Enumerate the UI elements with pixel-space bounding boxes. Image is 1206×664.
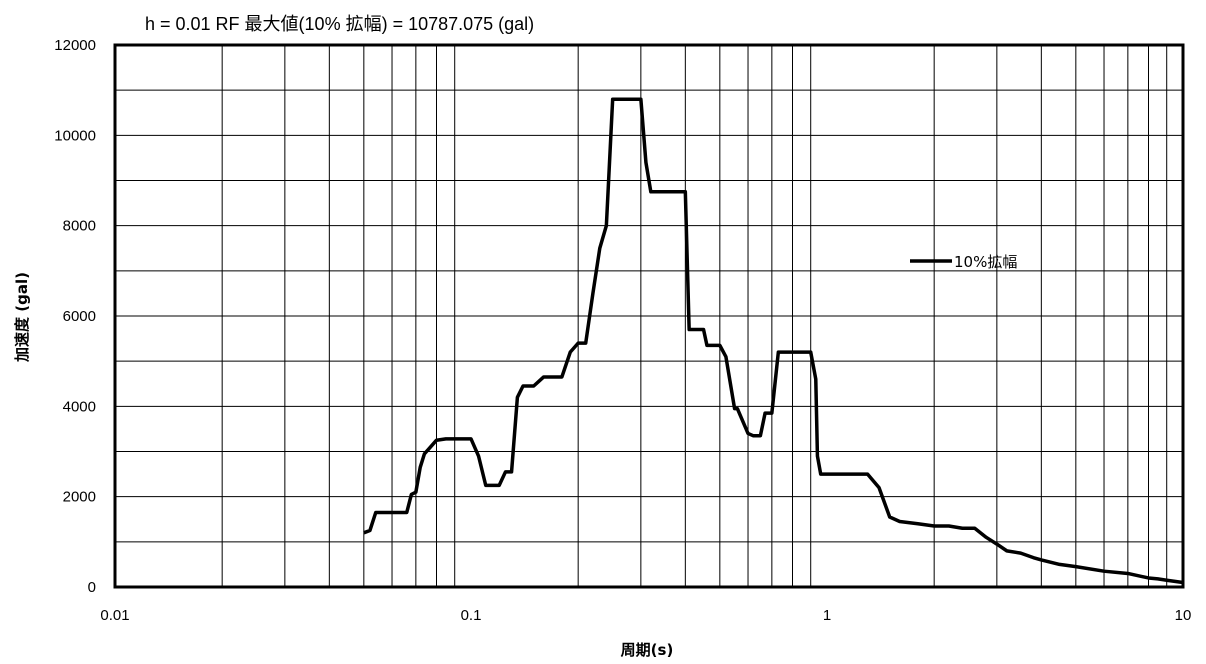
x-tick-label: 10 [1175, 607, 1192, 624]
legend-label: 10%拡幅 [954, 253, 1017, 271]
grid-layer [115, 45, 1183, 587]
y-tick-label: 0 [88, 579, 96, 596]
y-tick-label: 6000 [63, 308, 96, 325]
y-axis-label: 加速度 (gal) [13, 272, 31, 363]
x-tick-label: 0.1 [461, 607, 482, 624]
series-line-10pct [363, 97, 1184, 585]
y-tick-label: 2000 [63, 489, 96, 506]
x-axis-label: 周期(s) [621, 641, 674, 659]
plot-frame [113, 43, 1185, 589]
x-tick-labels: 0.01 0.1 1 10 [100, 607, 1191, 624]
legend: 10%拡幅 [910, 253, 1017, 271]
y-tick-label: 8000 [63, 218, 96, 235]
x-tick-label: 1 [823, 607, 831, 624]
y-tick-label: 10000 [54, 127, 96, 144]
chart-title: h = 0.01 RF 最大値(10% 拡幅) = 10787.075 (gal… [145, 14, 535, 34]
y-tick-labels: 0 2000 4000 6000 8000 10000 12000 [54, 37, 96, 596]
y-tick-label: 4000 [63, 398, 96, 415]
y-tick-label: 12000 [54, 37, 96, 54]
x-tick-label: 0.01 [100, 607, 129, 624]
